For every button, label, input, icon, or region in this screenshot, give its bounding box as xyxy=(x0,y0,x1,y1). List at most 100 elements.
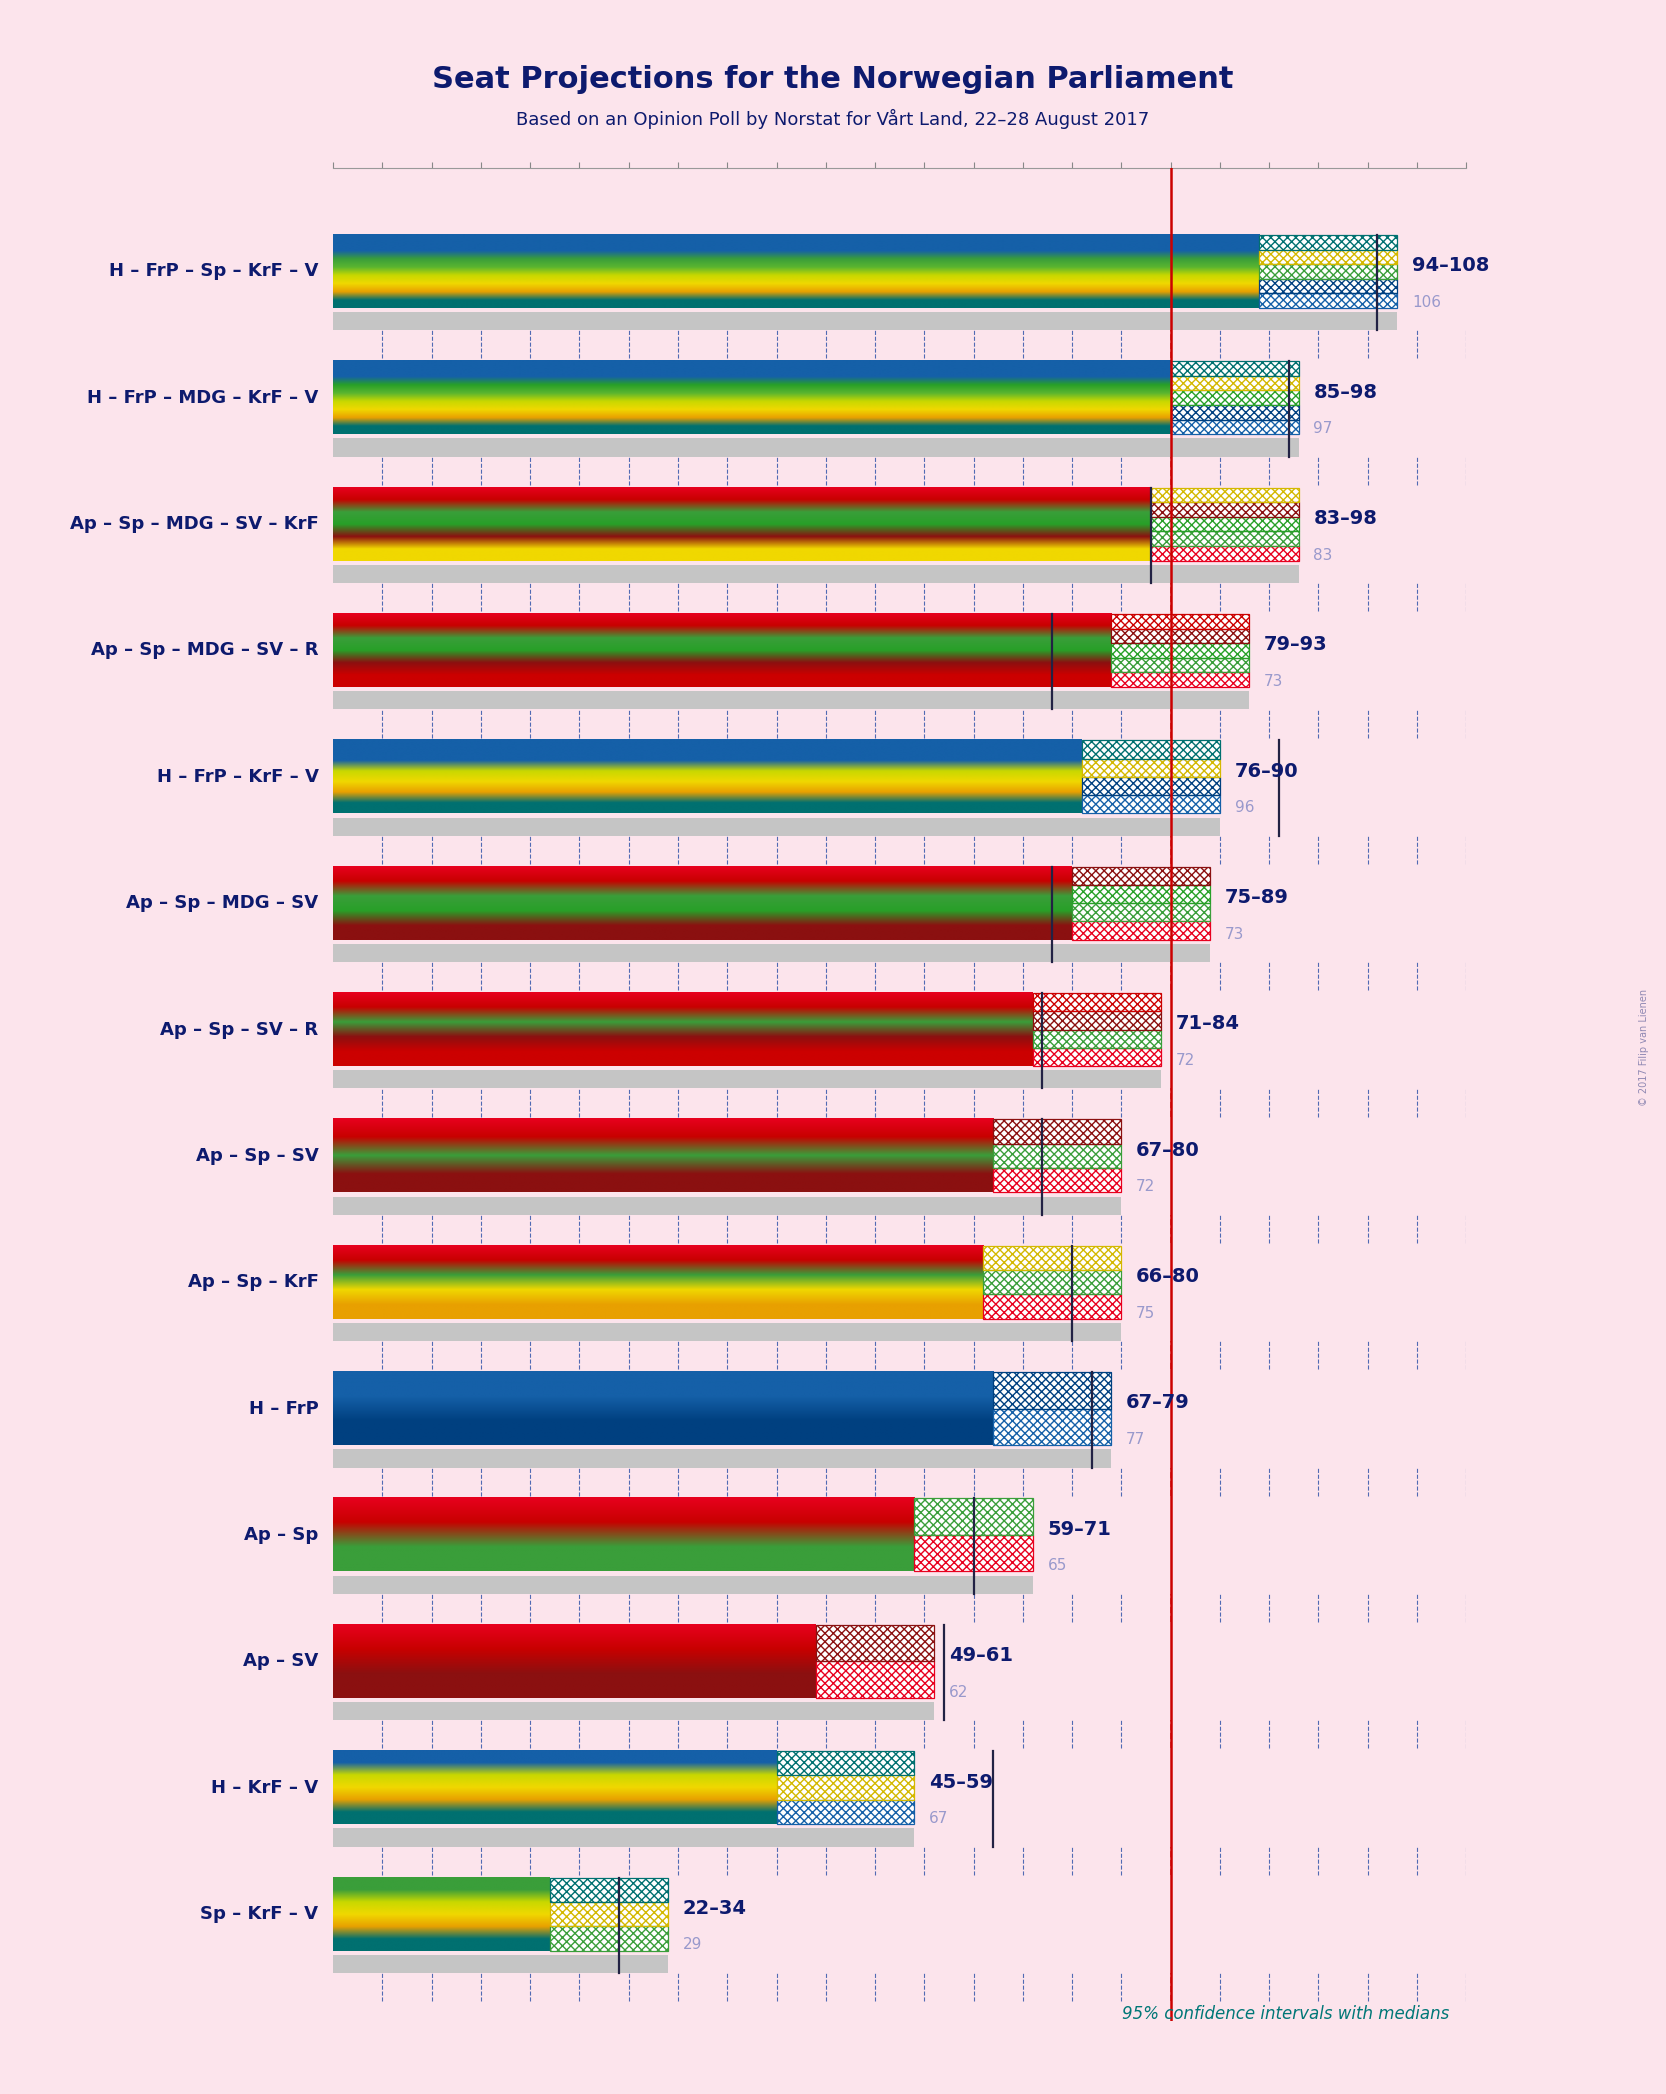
Text: Based on an Opinion Poll by Norstat for Vårt Land, 22–28 August 2017: Based on an Opinion Poll by Norstat for … xyxy=(516,109,1150,130)
Bar xyxy=(1171,404,1298,419)
Bar xyxy=(333,1070,1161,1089)
Bar xyxy=(333,1954,668,1973)
Bar xyxy=(1111,643,1250,658)
Text: Ap – Sp – MDG – SV: Ap – Sp – MDG – SV xyxy=(127,894,318,913)
Bar xyxy=(915,1499,1033,1535)
Text: H – KrF – V: H – KrF – V xyxy=(212,1778,318,1797)
Text: Ap – Sp – MDG – SV – KrF: Ap – Sp – MDG – SV – KrF xyxy=(70,515,318,534)
Bar xyxy=(1259,249,1398,264)
Text: Seat Projections for the Norwegian Parliament: Seat Projections for the Norwegian Parli… xyxy=(431,65,1235,94)
Bar xyxy=(1259,249,1398,264)
Bar xyxy=(1071,903,1210,921)
Text: 49–61: 49–61 xyxy=(950,1646,1013,1665)
Bar xyxy=(776,1801,915,1824)
Text: 73: 73 xyxy=(1264,674,1283,689)
Bar xyxy=(1081,777,1220,796)
Text: 45–59: 45–59 xyxy=(930,1772,993,1792)
Text: Sp – KrF – V: Sp – KrF – V xyxy=(200,1906,318,1922)
Bar xyxy=(1033,993,1161,1011)
Text: 95% confidence intervals with medians: 95% confidence intervals with medians xyxy=(1123,2006,1449,2023)
Text: 77: 77 xyxy=(1126,1432,1146,1447)
Text: 76–90: 76–90 xyxy=(1235,762,1298,781)
Text: 72: 72 xyxy=(1176,1053,1195,1068)
Bar xyxy=(1111,614,1250,628)
Bar xyxy=(333,1323,1121,1340)
Bar xyxy=(550,1878,668,1901)
Bar xyxy=(1171,362,1298,375)
Bar xyxy=(816,1661,935,1698)
Bar xyxy=(1151,488,1298,503)
Bar xyxy=(1151,547,1298,561)
Text: 62: 62 xyxy=(950,1686,968,1700)
Bar xyxy=(550,1926,668,1950)
Bar xyxy=(983,1271,1121,1294)
Text: 29: 29 xyxy=(683,1937,703,1952)
Bar xyxy=(983,1271,1121,1294)
Bar xyxy=(333,944,1210,961)
Bar xyxy=(1033,1030,1161,1047)
Text: 59–71: 59–71 xyxy=(1048,1520,1111,1539)
Bar xyxy=(816,1625,935,1661)
Bar xyxy=(1071,867,1210,886)
Bar xyxy=(1171,389,1298,404)
Bar xyxy=(993,1120,1121,1143)
Text: H – FrP – Sp – KrF – V: H – FrP – Sp – KrF – V xyxy=(108,262,318,281)
Text: © 2017 Filip van Lienen: © 2017 Filip van Lienen xyxy=(1639,988,1649,1106)
Bar xyxy=(1259,264,1398,279)
Text: 97: 97 xyxy=(1313,421,1333,436)
Bar xyxy=(1259,235,1398,249)
Bar xyxy=(1151,517,1298,532)
Bar xyxy=(1033,1011,1161,1030)
Bar xyxy=(1171,404,1298,419)
Bar xyxy=(1111,628,1250,643)
Text: 71–84: 71–84 xyxy=(1176,1013,1240,1034)
Text: H – FrP: H – FrP xyxy=(248,1399,318,1418)
Bar xyxy=(1259,264,1398,279)
Bar xyxy=(333,1702,935,1721)
Bar xyxy=(1033,1047,1161,1066)
Bar xyxy=(993,1143,1121,1168)
Text: 67: 67 xyxy=(930,1811,948,1826)
Bar xyxy=(1171,419,1298,433)
Bar xyxy=(1171,375,1298,389)
Text: H – FrP – KrF – V: H – FrP – KrF – V xyxy=(157,768,318,785)
Bar xyxy=(776,1751,915,1776)
Bar xyxy=(1151,488,1298,503)
Bar xyxy=(1259,279,1398,293)
Bar xyxy=(776,1751,915,1776)
Bar xyxy=(1171,362,1298,375)
Bar xyxy=(1151,532,1298,547)
Bar xyxy=(983,1246,1121,1271)
Bar xyxy=(550,1901,668,1926)
Bar xyxy=(550,1926,668,1950)
Text: 65: 65 xyxy=(1048,1558,1066,1573)
Bar xyxy=(993,1120,1121,1143)
Bar xyxy=(993,1409,1111,1445)
Bar xyxy=(1081,741,1220,758)
Text: 75: 75 xyxy=(1136,1307,1155,1321)
Bar xyxy=(550,1901,668,1926)
Bar xyxy=(1081,758,1220,777)
Text: 85–98: 85–98 xyxy=(1313,383,1378,402)
Bar xyxy=(776,1776,915,1801)
Text: Ap – Sp – MDG – SV – R: Ap – Sp – MDG – SV – R xyxy=(92,641,318,660)
Bar xyxy=(333,1828,915,1847)
Bar xyxy=(333,691,1250,710)
Bar xyxy=(1033,1011,1161,1030)
Bar xyxy=(983,1294,1121,1319)
Bar xyxy=(816,1625,935,1661)
Bar xyxy=(333,817,1220,836)
Bar xyxy=(1081,777,1220,796)
Text: Ap – Sp: Ap – Sp xyxy=(245,1527,318,1543)
Bar xyxy=(1033,993,1161,1011)
Text: 96: 96 xyxy=(1235,800,1254,815)
Bar xyxy=(993,1409,1111,1445)
Bar xyxy=(1259,293,1398,308)
Text: 94–108: 94–108 xyxy=(1411,255,1489,274)
Text: 83: 83 xyxy=(1313,547,1333,563)
Text: H – FrP – MDG – KrF – V: H – FrP – MDG – KrF – V xyxy=(87,389,318,406)
Bar xyxy=(333,1575,1033,1594)
Bar xyxy=(1111,672,1250,687)
Bar xyxy=(1171,419,1298,433)
Bar xyxy=(983,1246,1121,1271)
